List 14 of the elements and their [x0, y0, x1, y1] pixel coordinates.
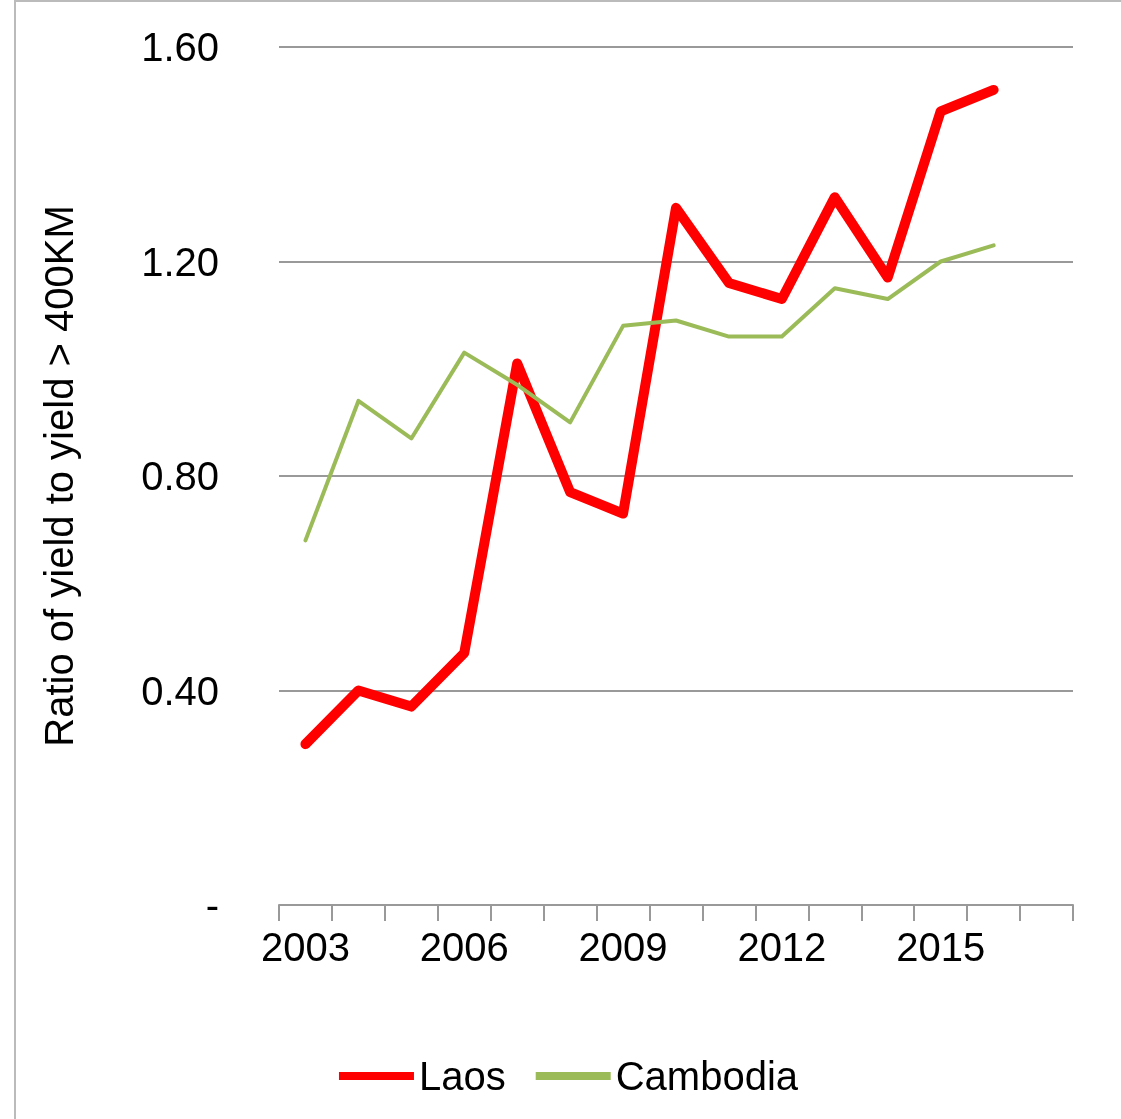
x-tick-label: 2015	[896, 925, 986, 969]
y-tick-label: 1.20	[141, 239, 219, 284]
x-tick-label: 2009	[578, 925, 668, 969]
x-tick-label: 2006	[419, 925, 509, 969]
line-series	[303, 243, 996, 543]
y-tick-label: 0.80	[141, 454, 219, 498]
legend-label: Cambodia	[615, 1054, 799, 1098]
y-tick-label: 0.40	[141, 668, 219, 713]
y-tick-label: 1.60	[141, 25, 219, 69]
y-tick-label: -	[205, 883, 219, 927]
y-axis-title: Ratio of yield to yield > 400KM	[37, 205, 81, 747]
legend-label: Laos	[418, 1054, 506, 1098]
x-tick-label: 2012	[737, 925, 827, 969]
x-tick-label: 2003	[260, 925, 350, 969]
